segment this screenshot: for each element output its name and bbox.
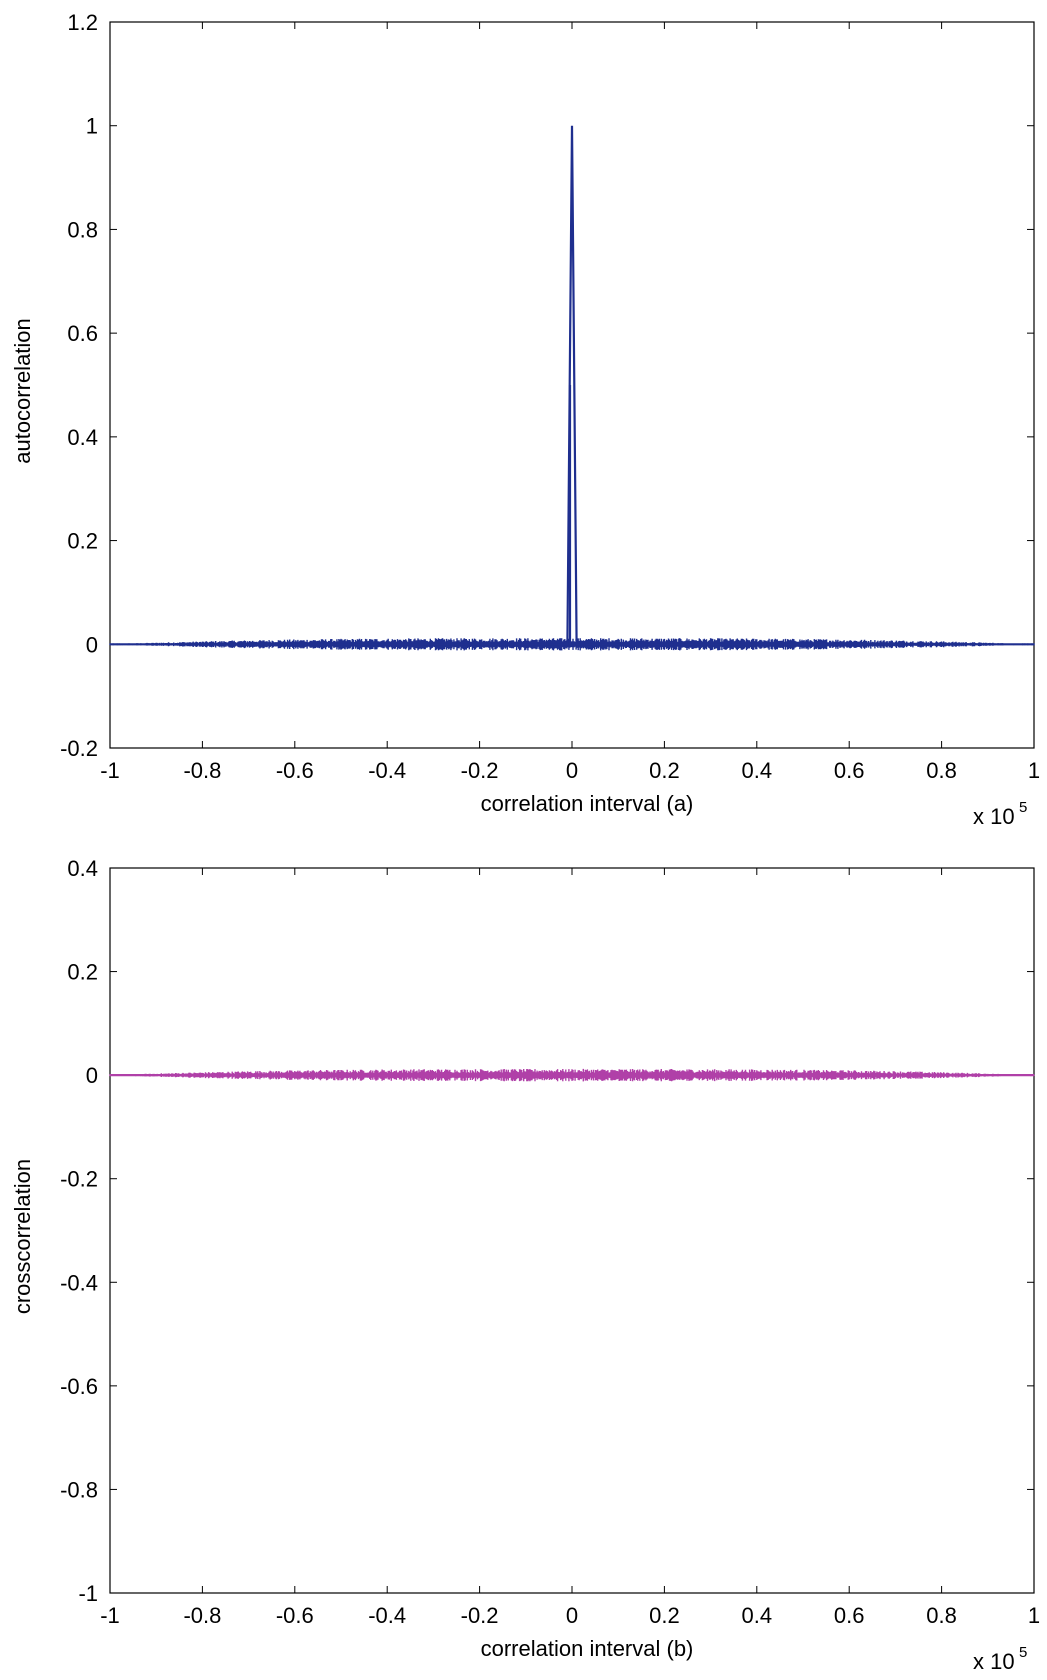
x-tick-label: 1 bbox=[1028, 758, 1040, 783]
x-tick-label: 0.8 bbox=[926, 1603, 957, 1628]
x-tick-label: 0.6 bbox=[834, 758, 865, 783]
x-tick-label: -0.6 bbox=[276, 1603, 314, 1628]
x-tick-label: 1 bbox=[1028, 1603, 1040, 1628]
y-tick-label: 0 bbox=[86, 632, 98, 657]
y-tick-label: -0.2 bbox=[60, 1167, 98, 1192]
y-tick-label: 0.8 bbox=[67, 217, 98, 242]
series-line bbox=[110, 125, 1034, 646]
x-tick-label: 0.2 bbox=[649, 758, 680, 783]
x-tick-label: -0.2 bbox=[461, 758, 499, 783]
plot-frame bbox=[109, 867, 1035, 1594]
x-tick-label: 0.4 bbox=[742, 1603, 773, 1628]
x-tick-label: -1 bbox=[100, 1603, 120, 1628]
x-multiplier-label: x 10 bbox=[973, 1649, 1015, 1674]
y-tick-label: -0.4 bbox=[60, 1270, 98, 1295]
x-multiplier-exponent: 5 bbox=[1019, 799, 1027, 816]
x-tick-label: 0.2 bbox=[649, 1603, 680, 1628]
y-tick-label: -0.8 bbox=[60, 1477, 98, 1502]
y-tick-label: -0.6 bbox=[60, 1374, 98, 1399]
x-tick-label: -0.8 bbox=[183, 1603, 221, 1628]
x-tick-label: 0.6 bbox=[834, 1603, 865, 1628]
series-0 bbox=[109, 125, 1035, 651]
series-0 bbox=[109, 1068, 1035, 1082]
x-tick-label: 0.8 bbox=[926, 758, 957, 783]
y-axis-label: autocorrelation bbox=[10, 318, 35, 464]
x-axis-label: correlation interval (a) bbox=[481, 791, 694, 816]
y-tick-label: 0.4 bbox=[67, 425, 98, 450]
x-multiplier-exponent: 5 bbox=[1019, 1644, 1027, 1661]
x-tick-label: -0.8 bbox=[183, 758, 221, 783]
y-tick-label: 0 bbox=[86, 1063, 98, 1088]
x-tick-label: 0 bbox=[566, 1603, 578, 1628]
y-tick-label: -1 bbox=[78, 1581, 98, 1606]
x-tick-label: -0.6 bbox=[276, 758, 314, 783]
y-tick-label: 0.2 bbox=[67, 529, 98, 554]
x-tick-label: 0.4 bbox=[742, 758, 773, 783]
x-tick-label: -0.2 bbox=[461, 1603, 499, 1628]
y-tick-label: 0.4 bbox=[67, 856, 98, 881]
y-tick-label: 1.2 bbox=[67, 10, 98, 35]
chart-panel-b: -1 -0.8 -0.6 -0.4 -0.2 0 0.2 0.4 0.6 0.8 1 -1 -0.8 -0… bbox=[10, 856, 1040, 1674]
x-tick-label: -1 bbox=[100, 758, 120, 783]
x-axis-label: correlation interval (b) bbox=[481, 1636, 694, 1661]
y-tick-label: -0.2 bbox=[60, 736, 98, 761]
chart-panel-a: -1 -0.8 -0.6 -0.4 -0.2 0 0.2 0.4 0.6 0.8 1 -0.2 0 0.2… bbox=[10, 10, 1040, 829]
y-tick-label: 0.6 bbox=[67, 321, 98, 346]
x-tick-label: -0.4 bbox=[368, 758, 406, 783]
x-multiplier-label: x 10 bbox=[973, 804, 1015, 829]
x-tick-label: -0.4 bbox=[368, 1603, 406, 1628]
y-tick-label: 1 bbox=[86, 114, 98, 139]
y-axis-label: crosscorrelation bbox=[10, 1159, 35, 1314]
x-tick-label: 0 bbox=[566, 758, 578, 783]
y-tick-label: 0.2 bbox=[67, 960, 98, 985]
